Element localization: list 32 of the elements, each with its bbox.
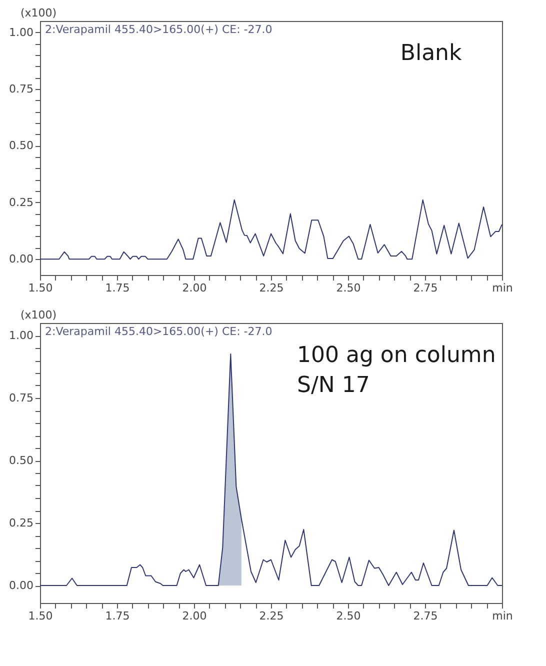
x-tick-label: 1.50 [28,610,53,622]
x-tick-label: 2.50 [336,282,361,294]
y-tick-label: 0.50 [9,454,34,467]
x-tick-label: 1.50 [28,282,53,294]
x-tick-label: 1.75 [105,610,130,622]
y-tick-label: 1.00 [9,26,34,39]
y-tick-label: 0.25 [9,516,34,530]
line-series [40,199,502,260]
y-axis-title: (x100) [20,6,57,20]
y-tick-label: 0.75 [9,392,34,404]
annotation: 2:Verapamil 455.40>165.00(+) CE: -27.0 [45,325,272,338]
x-tick-label: min [492,282,513,294]
x-tick-label: 2.00 [182,610,207,622]
x-tick-label: 2.25 [259,610,284,622]
y-tick-label: 0.50 [9,139,34,152]
x-tick-label: 2.50 [336,610,361,622]
x-tick-label: 2.25 [259,282,284,294]
y-tick-label: 0.25 [9,196,34,209]
x-tick-label: 2.75 [413,610,438,622]
x-tick-label: min [492,610,513,622]
annotation: 2:Verapamil 455.40>165.00(+) CE: -27.0 [45,23,272,36]
annotation: 100 ag on column [297,343,496,368]
x-tick-label: 2.00 [182,282,207,294]
y-tick-label: 0.75 [9,82,34,96]
annotation: S/N 17 [297,373,370,398]
y-tick-label: 1.00 [9,329,34,342]
y-tick-label: 0.00 [9,252,34,266]
annotation: Blank [400,41,462,66]
x-tick-label: 1.75 [105,282,130,294]
x-tick-label: 2.75 [413,282,438,294]
y-tick-label: 0.00 [9,579,34,592]
y-axis-title: (x100) [20,308,57,322]
